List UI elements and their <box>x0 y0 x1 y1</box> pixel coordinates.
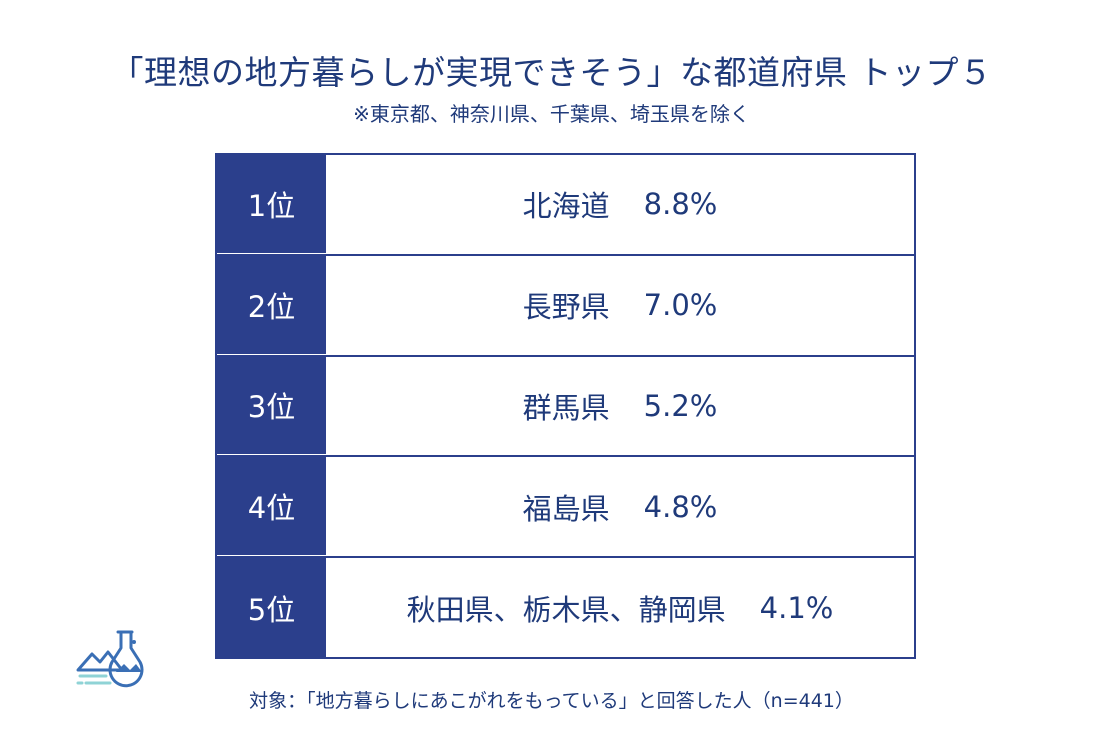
rank-label: 1位 <box>217 155 326 254</box>
result-cell: 秋田県、栃木県、静岡県 4.1% <box>326 558 914 657</box>
result-cell: 長野県 7.0% <box>326 255 914 355</box>
result-cell: 福島県 4.8% <box>326 457 914 557</box>
result-cell: 北海道 8.8% <box>326 155 914 254</box>
result-cell: 群馬県 5.2% <box>326 356 914 456</box>
prefecture-name: 長野県 <box>522 290 610 325</box>
rank-label: 2位 <box>217 255 326 355</box>
rank-label: 5位 <box>217 558 326 657</box>
percentage-value: 4.8% <box>643 489 718 524</box>
prefecture-name: 北海道 <box>522 189 610 224</box>
prefecture-name: 群馬県 <box>522 390 610 425</box>
ranking-table: 1位 北海道 8.8% 2位 長野県 7.0% 3位 群馬県 5.2% 4位 福… <box>215 153 916 659</box>
footnote: 対象：「地方暮らしにあこがれをもっている」と回答した人（n=441） <box>249 690 854 712</box>
percentage-value: 7.0% <box>643 288 718 323</box>
table-row: 1位 北海道 8.8% <box>217 155 914 256</box>
chart-subtitle: ※東京都、神奈川県、千葉県、埼玉県を除く <box>353 102 750 126</box>
table-row: 3位 群馬県 5.2% <box>217 356 914 458</box>
rank-label: 3位 <box>217 356 326 456</box>
prefecture-name: 福島県 <box>522 491 610 526</box>
table-row: 5位 秋田県、栃木県、静岡県 4.1% <box>217 558 914 657</box>
table-row: 2位 長野県 7.0% <box>217 255 914 357</box>
table-row: 4位 福島県 4.8% <box>217 457 914 559</box>
flask-mountain-icon <box>76 630 144 688</box>
percentage-value: 5.2% <box>643 388 718 423</box>
percentage-value: 4.1% <box>759 590 834 625</box>
percentage-value: 8.8% <box>643 187 718 222</box>
chart-title: 「理想の地方暮らしが実現できそう」な都道府県 トップ５ <box>110 53 993 92</box>
prefecture-name: 秋田県、栃木県、静岡県 <box>406 592 726 627</box>
rank-label: 4位 <box>217 457 326 557</box>
